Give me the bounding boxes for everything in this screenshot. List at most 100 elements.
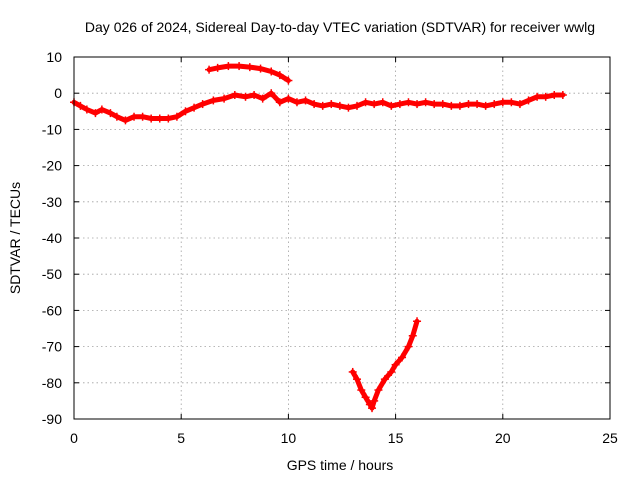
x-tick-label: 0 [70,430,78,446]
data-point-marker [258,94,267,103]
data-point-marker [213,63,222,72]
data-point-marker [241,92,250,101]
data-point-marker [335,101,344,110]
data-point-marker [498,98,507,107]
data-point-marker [275,71,284,80]
data-point-marker [97,105,106,114]
series-line [71,90,566,123]
y-axis-title: SDTVAR / TECUs [7,182,23,294]
data-point-marker [181,107,190,116]
data-point-marker [357,386,366,395]
data-point-marker [76,101,85,110]
data-point-marker [230,91,239,100]
data-point-marker [224,62,233,71]
y-tick-label: -90 [42,411,62,427]
data-point-marker [380,375,389,384]
axis-ticks: 0 5 10 15 20 25 10 0 -10 -20 -30 -40 -50 -60 -70 -80 -90 [42,49,618,446]
data-point-marker [172,112,181,121]
data-point-marker [267,67,276,76]
series-line [350,318,420,411]
data-point-marker [387,101,396,110]
data-point-marker [292,98,301,107]
y-tick-label: -50 [42,266,62,282]
data-point-marker [220,94,229,103]
x-axis-title: GPS time / hours [287,457,394,473]
data-point-marker [370,396,379,405]
data-point-marker [267,89,276,98]
data-point-marker [327,100,336,109]
data-series [70,62,567,413]
data-point-marker [205,65,214,74]
data-point-marker [198,100,207,109]
data-point-marker [550,91,559,100]
data-point-marker [284,94,293,103]
data-point-marker [421,98,430,107]
data-point-marker [387,367,396,376]
data-point-marker [395,100,404,109]
x-tick-label: 15 [388,430,404,446]
y-tick-label: 0 [54,85,62,101]
data-point-marker [348,367,357,376]
data-point-marker [245,63,254,72]
data-point-marker [353,375,362,384]
data-point-marker [112,112,121,121]
data-point-marker [490,100,499,109]
chart-title: Day 026 of 2024, Sidereal Day-to-day VTE… [85,19,595,35]
x-tick-label: 5 [177,430,185,446]
data-point-marker [361,98,370,107]
data-point-marker [408,331,417,340]
data-point-marker [155,114,164,123]
x-tick-label: 20 [495,430,511,446]
data-point-marker [413,100,422,109]
y-tick-label: -70 [42,339,62,355]
grid-lines [74,57,610,419]
data-point-marker [438,100,447,109]
data-point-marker [413,317,422,326]
x-tick-label: 25 [602,430,618,446]
data-point-marker [481,101,490,110]
data-point-marker [398,353,407,362]
data-point-marker [250,91,259,100]
data-point-marker [318,101,327,110]
data-point-marker [507,98,516,107]
data-point-marker [209,96,218,105]
y-tick-label: -30 [42,194,62,210]
data-point-marker [404,98,413,107]
data-point-marker [368,404,377,413]
data-point-marker [147,114,156,123]
data-point-marker [430,100,439,109]
data-point-marker [473,100,482,109]
data-point-marker [121,116,130,125]
data-point-marker [464,100,473,109]
x-tick-label: 10 [281,430,297,446]
data-point-marker [138,112,147,121]
data-point-marker [275,98,284,107]
data-point-marker [284,76,293,85]
data-point-marker [533,92,542,101]
data-point-marker [310,100,319,109]
data-point-marker [164,114,173,123]
data-point-marker [130,112,139,121]
y-tick-label: -80 [42,375,62,391]
y-tick-label: -60 [42,302,62,318]
data-point-marker [541,92,550,101]
data-point-marker [256,64,265,73]
data-point-marker [524,96,533,105]
data-point-marker [370,100,379,109]
y-tick-label: -40 [42,230,62,246]
data-point-marker [344,103,353,112]
data-point-marker [235,62,244,71]
data-point-marker [361,393,370,402]
data-point-marker [301,96,310,105]
data-point-marker [558,91,567,100]
data-point-marker [91,109,100,118]
data-point-marker [447,101,456,110]
data-point-marker [353,101,362,110]
data-point-marker [378,98,387,107]
y-tick-label: 10 [46,49,62,65]
data-point-marker [106,109,115,118]
y-tick-label: -10 [42,121,62,137]
data-point-marker [391,360,400,369]
data-point-marker [404,342,413,351]
